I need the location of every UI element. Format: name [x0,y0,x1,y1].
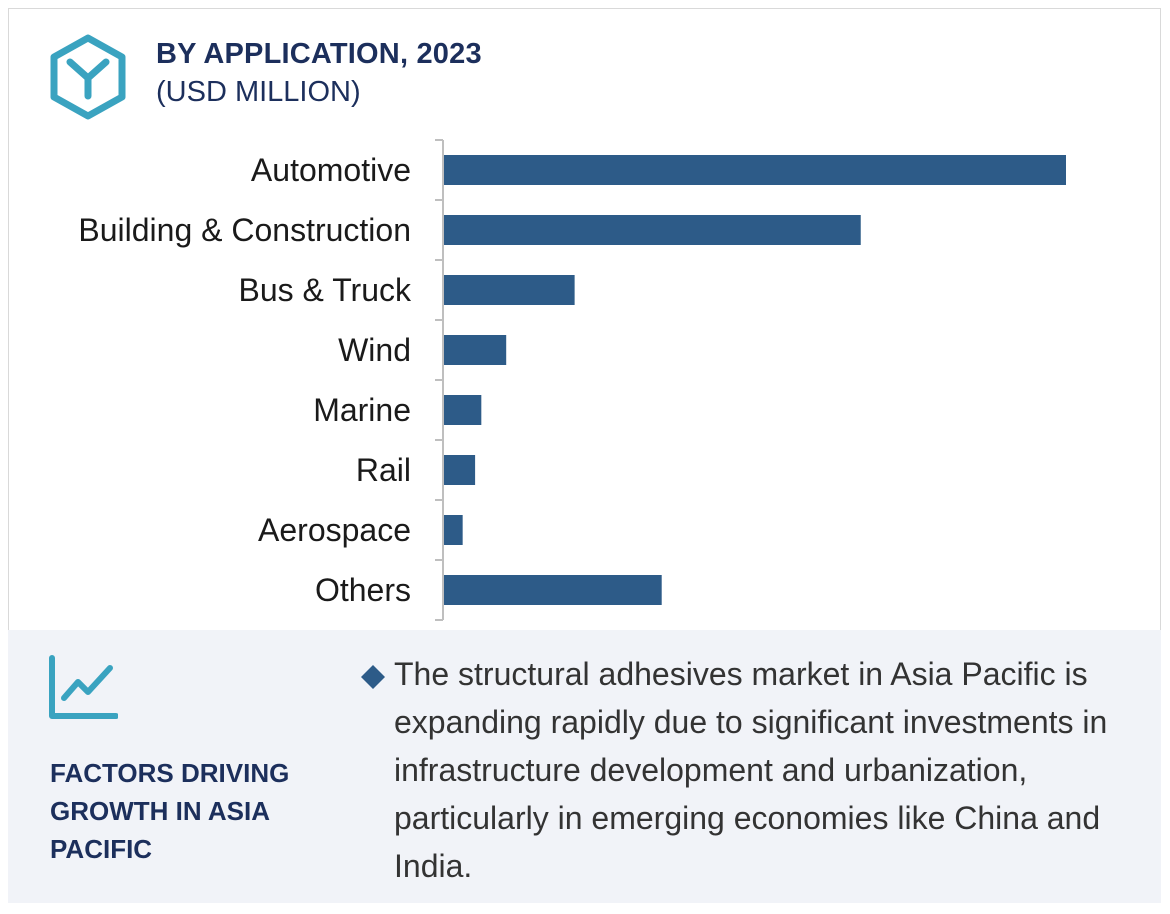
category-label: Others [315,572,411,608]
category-label: Wind [338,332,411,368]
bar-chart: Automotive Building & Construction Bus & T… [78,139,1066,621]
factors-description: The structural adhesives market in Asia … [394,656,1108,884]
trend-chart-icon [49,655,118,719]
factors-panel: FACTORS DRIVING GROWTH IN ASIA PACIFIC T… [8,630,1161,903]
category-label: Bus & Truck [239,272,413,308]
category-label: Aerospace [258,512,411,548]
bar [444,215,861,245]
diamond-bullet-icon [361,665,385,689]
chart-subtitle: (USD MILLION) [156,76,361,108]
bar [444,335,507,365]
bar [444,395,482,425]
category-label: Building & Construction [78,212,411,248]
hexagon-y-icon [50,34,126,120]
bar [444,155,1066,185]
category-label: Automotive [251,152,411,188]
category-label: Marine [313,392,411,428]
category-label: Rail [356,452,411,488]
bar [444,515,463,545]
bar [444,575,662,605]
factors-heading: FACTORS DRIVING GROWTH IN ASIA PACIFIC [50,758,290,864]
bar [444,455,476,485]
bar [444,275,575,305]
chart-title: BY APPLICATION, 2023 [156,38,482,70]
